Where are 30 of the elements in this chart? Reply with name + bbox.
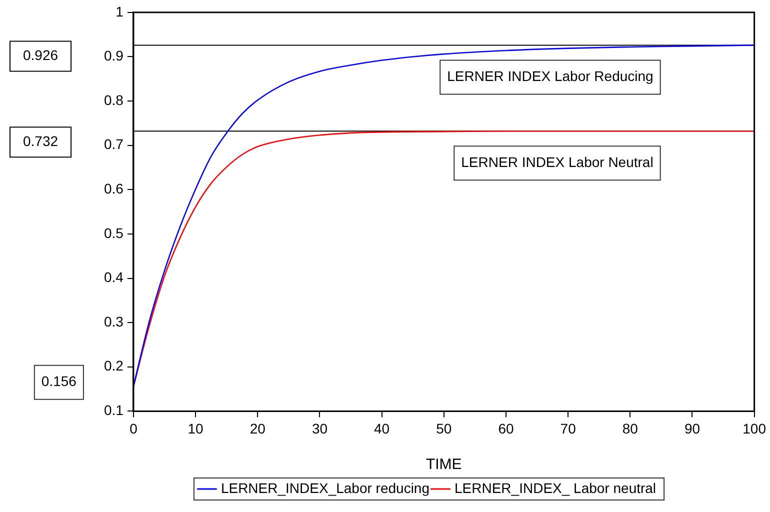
y-tick-label: 1	[116, 3, 124, 20]
y-tick-label: 0.1	[104, 402, 124, 418]
x-tick-label: 80	[622, 420, 638, 436]
x-tick-label: 60	[498, 420, 514, 436]
line-series	[133, 44, 754, 388]
annotation: LERNER INDEX Labor Reducing	[447, 68, 654, 84]
y-tick-label: 0.4	[104, 269, 124, 286]
y-tick-label: 0.2	[104, 358, 124, 374]
y-tick-label: 0.6	[104, 180, 124, 197]
text: 0.926	[22, 47, 58, 64]
y-tick-label: 0.8	[104, 92, 124, 108]
x-tick-label: 100	[742, 420, 766, 436]
legend-label: LERNER_INDEX_ Labor neutral	[454, 480, 656, 496]
x-tick-label: 50	[436, 420, 452, 436]
text: 0.156	[41, 373, 77, 390]
x-tick-label: 90	[684, 420, 700, 436]
x-tick-label: 30	[312, 420, 328, 436]
y-tick-label: 0.3	[104, 313, 124, 330]
x-tick-label: 70	[560, 420, 576, 436]
y-tick-label: 0.7	[104, 136, 124, 152]
x-tick-label: 0	[130, 420, 138, 436]
x-tick-label: 10	[188, 420, 204, 436]
x-axis-title: TIME	[426, 456, 462, 474]
y-tick-label: 0.9	[104, 48, 124, 64]
annotation: LERNER INDEX Labor Neutral	[461, 154, 654, 170]
y-tick-label: 0.5	[104, 224, 124, 241]
text: 0.732	[22, 133, 58, 150]
x-tick-label: 40	[374, 420, 390, 436]
legend-label: LERNER_INDEX_Labor reducing	[220, 480, 430, 496]
x-tick-label: 20	[250, 420, 266, 436]
